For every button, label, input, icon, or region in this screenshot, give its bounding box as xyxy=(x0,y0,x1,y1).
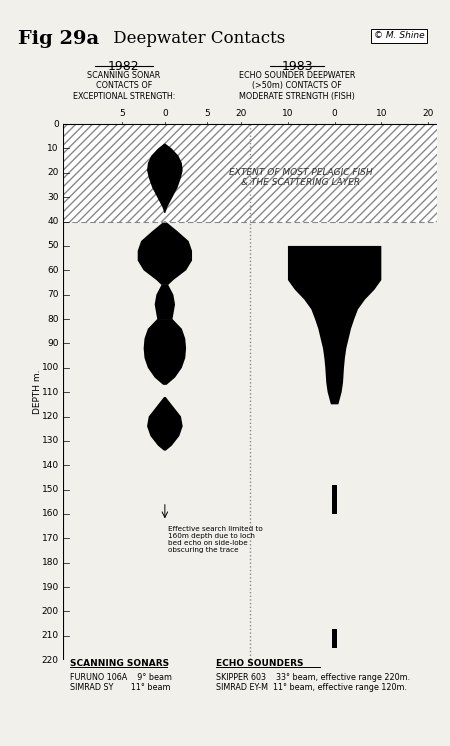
Text: Fig 29a: Fig 29a xyxy=(18,30,99,48)
Text: 30: 30 xyxy=(47,192,59,201)
Text: 70: 70 xyxy=(47,290,59,299)
Text: ECHO SOUNDER DEEPWATER
(>50m) CONTACTS OF
MODERATE STRENGTH (FISH): ECHO SOUNDER DEEPWATER (>50m) CONTACTS O… xyxy=(239,71,355,101)
Text: 80: 80 xyxy=(47,315,59,324)
Text: 20: 20 xyxy=(47,169,59,178)
Text: 120: 120 xyxy=(42,412,59,421)
Text: 150: 150 xyxy=(41,485,59,494)
Text: 210: 210 xyxy=(42,631,59,640)
Text: 180: 180 xyxy=(41,558,59,567)
Text: 220: 220 xyxy=(42,656,59,665)
Text: 140: 140 xyxy=(42,461,59,470)
Text: 10: 10 xyxy=(376,109,387,118)
Text: 10: 10 xyxy=(47,144,59,153)
Text: EXTENT OF MOST PELAGIC FISH
& THE SCATTERING LAYER: EXTENT OF MOST PELAGIC FISH & THE SCATTE… xyxy=(229,168,373,187)
Polygon shape xyxy=(138,222,192,285)
Text: © M. Shine: © M. Shine xyxy=(374,31,424,40)
Text: 130: 130 xyxy=(41,436,59,445)
Polygon shape xyxy=(147,397,183,451)
Text: 20: 20 xyxy=(422,109,434,118)
Text: DEPTH m.: DEPTH m. xyxy=(33,370,42,414)
Text: 60: 60 xyxy=(47,266,59,275)
Text: Effective search limited to
160m depth due to loch
bed echo on side-lobe
obscuri: Effective search limited to 160m depth d… xyxy=(168,526,263,554)
Polygon shape xyxy=(332,629,338,648)
Text: 10: 10 xyxy=(282,109,294,118)
Text: 100: 100 xyxy=(41,363,59,372)
Polygon shape xyxy=(288,246,381,404)
Polygon shape xyxy=(332,485,338,514)
Text: SCANNING SONARS: SCANNING SONARS xyxy=(70,659,169,668)
Text: 170: 170 xyxy=(41,534,59,543)
Text: Deepwater Contacts: Deepwater Contacts xyxy=(108,30,285,47)
Text: 0: 0 xyxy=(332,109,338,118)
Text: 200: 200 xyxy=(42,607,59,616)
Text: 110: 110 xyxy=(41,388,59,397)
Polygon shape xyxy=(147,143,183,213)
Text: 1983: 1983 xyxy=(281,60,313,72)
Polygon shape xyxy=(155,285,175,319)
Text: 1982: 1982 xyxy=(108,60,140,72)
Text: 20: 20 xyxy=(235,109,247,118)
Text: 90: 90 xyxy=(47,339,59,348)
Polygon shape xyxy=(144,319,186,385)
Text: SKIPPER 603    33° beam, effective range 220m.
SIMRAD EY-M  11° beam, effective : SKIPPER 603 33° beam, effective range 22… xyxy=(216,673,410,692)
Text: 5: 5 xyxy=(120,109,125,118)
Text: 0: 0 xyxy=(162,109,168,118)
Text: 40: 40 xyxy=(47,217,59,226)
Text: ECHO SOUNDERS: ECHO SOUNDERS xyxy=(216,659,303,668)
Text: SCANNING SONAR
CONTACTS OF
EXCEPTIONAL STRENGTH:: SCANNING SONAR CONTACTS OF EXCEPTIONAL S… xyxy=(72,71,175,101)
Text: 160: 160 xyxy=(41,510,59,518)
Text: FURUNO 106A    9° beam
SIMRAD SY       11° beam: FURUNO 106A 9° beam SIMRAD SY 11° beam xyxy=(70,673,172,692)
Text: 50: 50 xyxy=(47,242,59,251)
Bar xyxy=(63,124,436,222)
Text: 0: 0 xyxy=(53,119,59,128)
Text: 5: 5 xyxy=(204,109,210,118)
Text: 190: 190 xyxy=(41,583,59,592)
